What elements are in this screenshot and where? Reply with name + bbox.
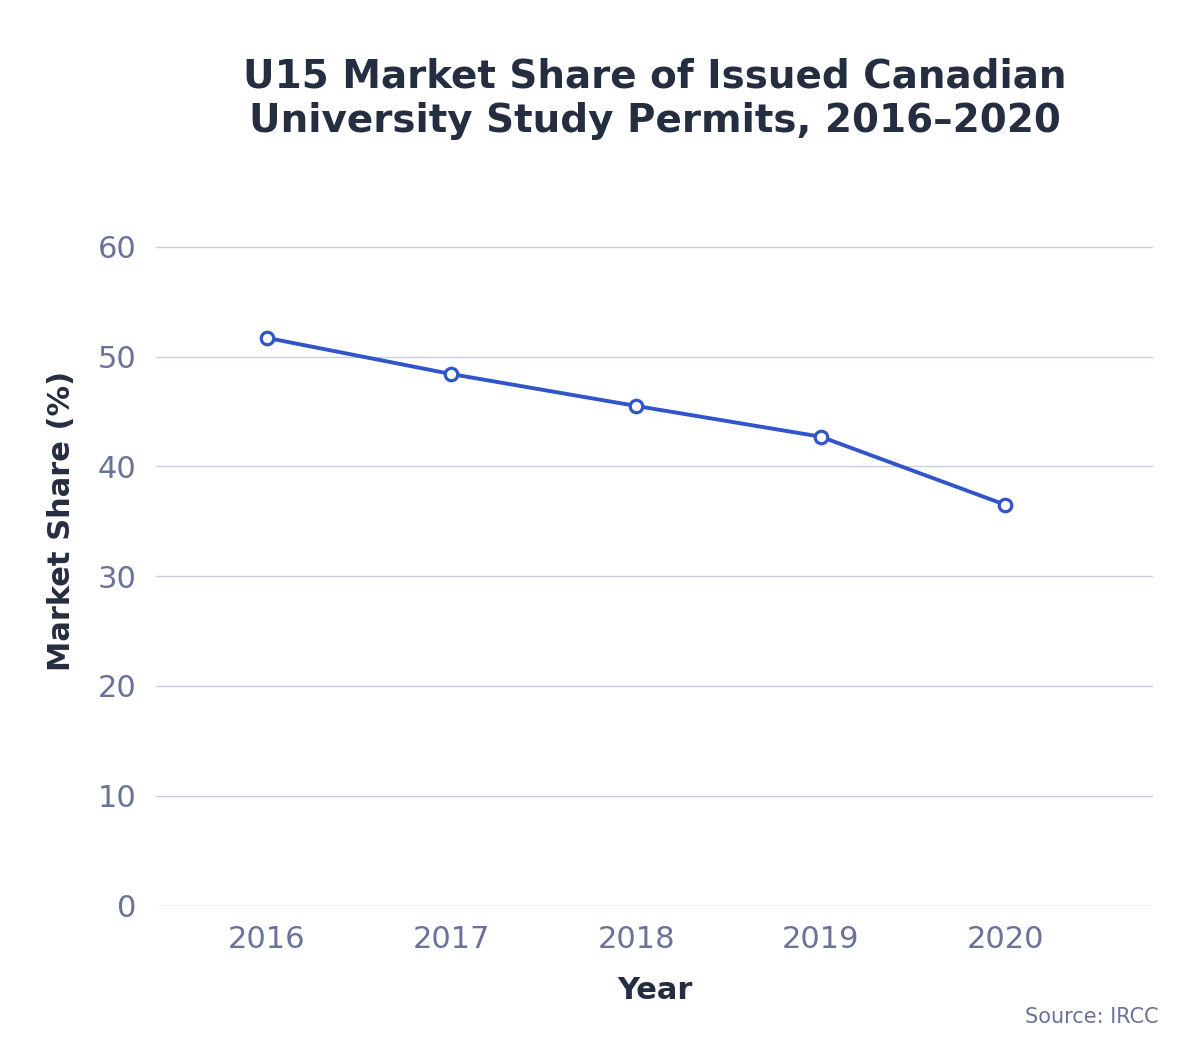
X-axis label: Year: Year	[617, 976, 692, 1006]
Text: U15 Market Share of Issued Canadian
University Study Permits, 2016–2020: U15 Market Share of Issued Canadian Univ…	[243, 58, 1066, 140]
Y-axis label: Market Share (%): Market Share (%)	[47, 371, 76, 672]
Text: Source: IRCC: Source: IRCC	[1026, 1007, 1159, 1027]
